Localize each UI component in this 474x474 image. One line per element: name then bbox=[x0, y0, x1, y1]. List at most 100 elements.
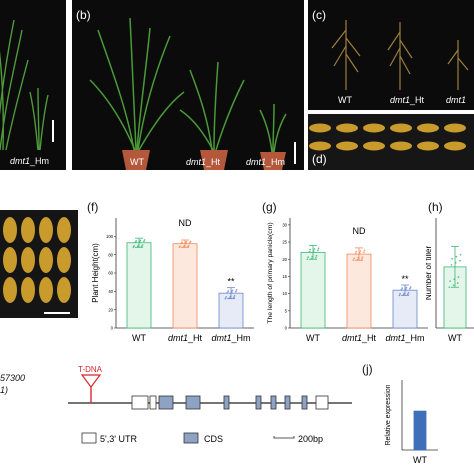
y-tick-label: 0 bbox=[285, 326, 288, 331]
bar bbox=[346, 253, 372, 329]
sample-point bbox=[233, 295, 236, 297]
sample-point bbox=[356, 258, 359, 261]
cds-exon-2 bbox=[185, 395, 201, 410]
panel-b-photo bbox=[72, 0, 304, 170]
panel-f-label: (f) bbox=[87, 200, 99, 214]
sample-point bbox=[225, 296, 228, 298]
utr-5-box-2 bbox=[149, 395, 157, 410]
sample-point bbox=[227, 290, 230, 292]
seed bbox=[363, 123, 385, 133]
panel-c-photo bbox=[308, 0, 474, 110]
bar bbox=[413, 410, 427, 451]
sample-point bbox=[454, 261, 457, 264]
y-tick-label: 10 bbox=[282, 291, 287, 296]
category-label: WT bbox=[306, 333, 320, 343]
y-tick-label: 25 bbox=[282, 240, 287, 245]
gene-structure: T-DNA 5',3' UTR CDS 200bp bbox=[68, 365, 352, 444]
sample-point bbox=[235, 288, 238, 291]
sample-point bbox=[450, 263, 453, 266]
sample-point bbox=[317, 249, 319, 252]
seed bbox=[417, 123, 439, 133]
sample-point bbox=[224, 297, 227, 300]
category-label: WT bbox=[413, 455, 427, 465]
sample-point bbox=[135, 240, 138, 242]
sample-point bbox=[134, 241, 137, 244]
significance-label: ND bbox=[353, 226, 366, 236]
sample-point bbox=[143, 240, 145, 243]
sample-point bbox=[459, 259, 461, 262]
sample-point bbox=[451, 257, 454, 260]
bar bbox=[172, 243, 198, 329]
y-axis-label: Relative expression bbox=[385, 384, 392, 445]
sample-point bbox=[311, 255, 314, 258]
tdna-label: T-DNA bbox=[78, 365, 103, 374]
seed bbox=[390, 141, 412, 151]
sample-point bbox=[183, 244, 186, 247]
sample-point bbox=[457, 276, 460, 278]
sample-point bbox=[228, 297, 231, 300]
panel-a-hm-label: dmt1_Hm bbox=[10, 156, 50, 166]
panel-b-ht-label: dmt1_Ht bbox=[186, 157, 221, 167]
panel-b-plants bbox=[89, 17, 296, 170]
cds-exon-5 bbox=[270, 395, 277, 410]
panel-a-plants bbox=[0, 19, 54, 151]
legend-cds-swatch bbox=[183, 432, 199, 444]
sample-point bbox=[399, 292, 401, 295]
category-label: dmt1_Hm bbox=[385, 333, 424, 343]
y-tick-label: 30 bbox=[282, 222, 287, 227]
sample-point bbox=[306, 258, 309, 261]
y-tick-label: 100 bbox=[106, 234, 114, 239]
sample-point bbox=[405, 286, 408, 289]
seed bbox=[39, 277, 53, 303]
gene-locus-label: 57300 1) bbox=[0, 373, 26, 395]
legend-scale-label: 200bp bbox=[298, 434, 323, 444]
relative-expression-chart: Relative expression WT bbox=[385, 380, 438, 465]
sample-point bbox=[185, 240, 188, 243]
sample-point bbox=[232, 296, 235, 299]
tdna-triangle bbox=[80, 374, 102, 388]
sample-point bbox=[317, 247, 320, 250]
sample-point bbox=[363, 251, 365, 254]
sample-point bbox=[352, 259, 355, 262]
seed bbox=[39, 247, 53, 273]
sample-point bbox=[133, 245, 135, 247]
seed bbox=[57, 277, 71, 303]
sample-point bbox=[354, 252, 357, 255]
scale-bar bbox=[294, 142, 296, 164]
significance-label: ** bbox=[401, 274, 409, 284]
sample-point bbox=[235, 290, 237, 293]
y-axis-label: The length of primary panicle(cm) bbox=[267, 222, 274, 323]
seed bbox=[3, 217, 17, 243]
plant-height-chart: Plant Height(cm) 0 20 40 60 80 100 WT ND dmt1_Ht *… bbox=[91, 218, 254, 343]
panel-e-photo bbox=[0, 210, 78, 318]
sample-point bbox=[404, 288, 407, 291]
sample-point bbox=[403, 292, 406, 295]
seed bbox=[21, 247, 35, 273]
sample-point bbox=[398, 294, 401, 297]
category-label: WT bbox=[132, 333, 146, 343]
sample-point bbox=[138, 240, 141, 243]
category-label: WT bbox=[448, 333, 462, 343]
y-tick-label: 5 bbox=[285, 308, 288, 313]
scale-bar bbox=[52, 120, 54, 142]
sample-point bbox=[140, 245, 143, 248]
panel-d-label: (d) bbox=[312, 152, 327, 166]
sample-point bbox=[315, 254, 318, 257]
panel-c-label: (c) bbox=[312, 8, 326, 22]
sample-point bbox=[181, 241, 184, 244]
sample-point bbox=[406, 293, 409, 296]
sample-point bbox=[353, 257, 355, 260]
y-axis-label: Plant Height(cm) bbox=[91, 243, 100, 303]
sample-point bbox=[453, 278, 456, 281]
sample-point bbox=[143, 239, 146, 241]
category-label: dmt1_Hm bbox=[211, 333, 250, 343]
panel-h-label: (h) bbox=[428, 200, 443, 214]
legend-cds-label: CDS bbox=[204, 434, 223, 444]
cds-exon-4 bbox=[255, 395, 262, 410]
sample-point bbox=[400, 288, 403, 291]
sample-point bbox=[141, 244, 144, 246]
seed bbox=[444, 141, 466, 151]
scale-bar bbox=[44, 312, 70, 314]
category-label: dmt1_Ht bbox=[168, 333, 203, 343]
sample-point bbox=[312, 250, 315, 252]
